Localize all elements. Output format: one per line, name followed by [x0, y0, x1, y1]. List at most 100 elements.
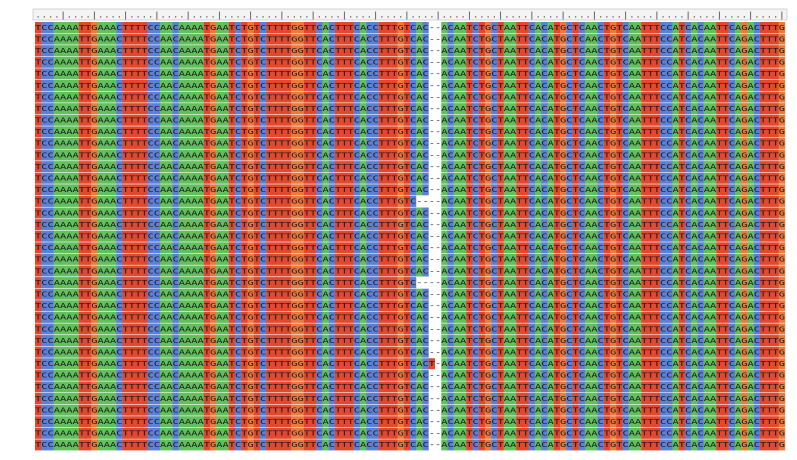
base-cell [210, 56, 217, 68]
base-cell [66, 149, 73, 161]
base-cell [766, 114, 773, 126]
base-cell [728, 184, 736, 196]
base-cell [753, 137, 761, 149]
base-cell [228, 230, 236, 242]
base-cell [491, 265, 498, 277]
base-cell [397, 91, 404, 103]
base-cell [116, 253, 123, 265]
base-cell [378, 91, 386, 103]
base-cell [241, 381, 248, 393]
base-cell [128, 393, 136, 405]
base-cell [260, 45, 267, 57]
base-cell [103, 22, 111, 33]
base-cell [535, 45, 542, 57]
base-cell [641, 369, 648, 381]
base-cell [516, 79, 523, 91]
base-cell [610, 149, 617, 161]
base-cell [441, 33, 448, 45]
base-cell [328, 114, 336, 126]
base-cell [710, 439, 717, 451]
base-cell [585, 45, 592, 57]
base-cell [360, 230, 367, 242]
base-cell [541, 242, 548, 254]
base-cell [628, 114, 636, 126]
base-cell [747, 45, 754, 57]
base-cell [91, 253, 98, 265]
sequence-text: TCCAAAATTGAAACTTTTCCAACAAAATGAATCTGTCTTT… [35, 348, 785, 356]
base-cell [53, 184, 61, 196]
base-cell [610, 381, 617, 393]
base-cell [428, 242, 436, 254]
base-cell [35, 45, 42, 57]
base-cell [47, 265, 54, 277]
base-cell [403, 172, 411, 184]
base-cell [653, 172, 661, 184]
base-cell [135, 277, 142, 289]
base-cell [116, 137, 123, 149]
base-cell [510, 161, 517, 173]
base-cell [710, 393, 717, 405]
base-cell [422, 323, 429, 335]
base-cell [778, 172, 786, 184]
base-cell [678, 265, 686, 277]
base-cell [41, 393, 48, 405]
base-cell [203, 230, 211, 242]
base-cell [185, 33, 192, 45]
base-cell [66, 288, 73, 300]
base-cell [397, 79, 404, 91]
base-cell [503, 184, 511, 196]
base-cell [60, 335, 67, 347]
base-cell [403, 439, 411, 451]
base-cell [560, 114, 567, 126]
base-cell [178, 358, 186, 370]
base-cell [116, 439, 123, 451]
base-cell [541, 277, 548, 289]
base-cell [716, 219, 723, 231]
base-cell [585, 161, 592, 173]
base-cell [191, 68, 198, 80]
base-cell [397, 393, 404, 405]
base-cell [447, 427, 454, 439]
base-cell [103, 184, 111, 196]
base-cell [428, 114, 436, 126]
base-cell [616, 195, 623, 207]
base-cell [316, 288, 323, 300]
base-cell [760, 161, 767, 173]
base-cell [635, 103, 642, 115]
base-cell [347, 161, 354, 173]
base-cell [728, 416, 736, 428]
base-cell [553, 161, 561, 173]
base-cell [153, 346, 161, 358]
base-cell [272, 346, 279, 358]
base-cell [60, 288, 67, 300]
base-cell [647, 393, 654, 405]
base-cell [447, 126, 454, 138]
base-cell [597, 219, 604, 231]
base-cell [666, 381, 673, 393]
base-cell [97, 265, 104, 277]
base-cell [235, 22, 242, 33]
base-cell [85, 161, 92, 173]
base-cell [766, 56, 773, 68]
base-cell [560, 369, 567, 381]
base-cell [328, 300, 336, 312]
base-cell [585, 68, 592, 80]
base-cell [160, 242, 167, 254]
sequence-row: TCCAAAATTGAAACTTTTCCAACAAAATGAATCTGTCTTT… [35, 427, 786, 439]
sequence-row: TCCAAAATTGAAACTTTTCCAACAAAATGAATCTGTCTTT… [35, 126, 786, 138]
base-cell [166, 416, 173, 428]
base-cell [310, 33, 317, 45]
sequence-row: TCCAAAATTGAAACTTTTCCAACAAAATGAATCTGTCTTT… [35, 404, 786, 416]
base-cell [428, 137, 436, 149]
base-cell [735, 265, 742, 277]
base-cell [322, 393, 329, 405]
base-cell [453, 79, 461, 91]
base-cell [753, 346, 761, 358]
base-cell [435, 265, 442, 277]
base-cell [547, 277, 554, 289]
base-cell [141, 114, 148, 126]
base-cell [628, 22, 636, 33]
base-cell [510, 265, 517, 277]
base-cell [391, 323, 398, 335]
base-cell [110, 242, 117, 254]
